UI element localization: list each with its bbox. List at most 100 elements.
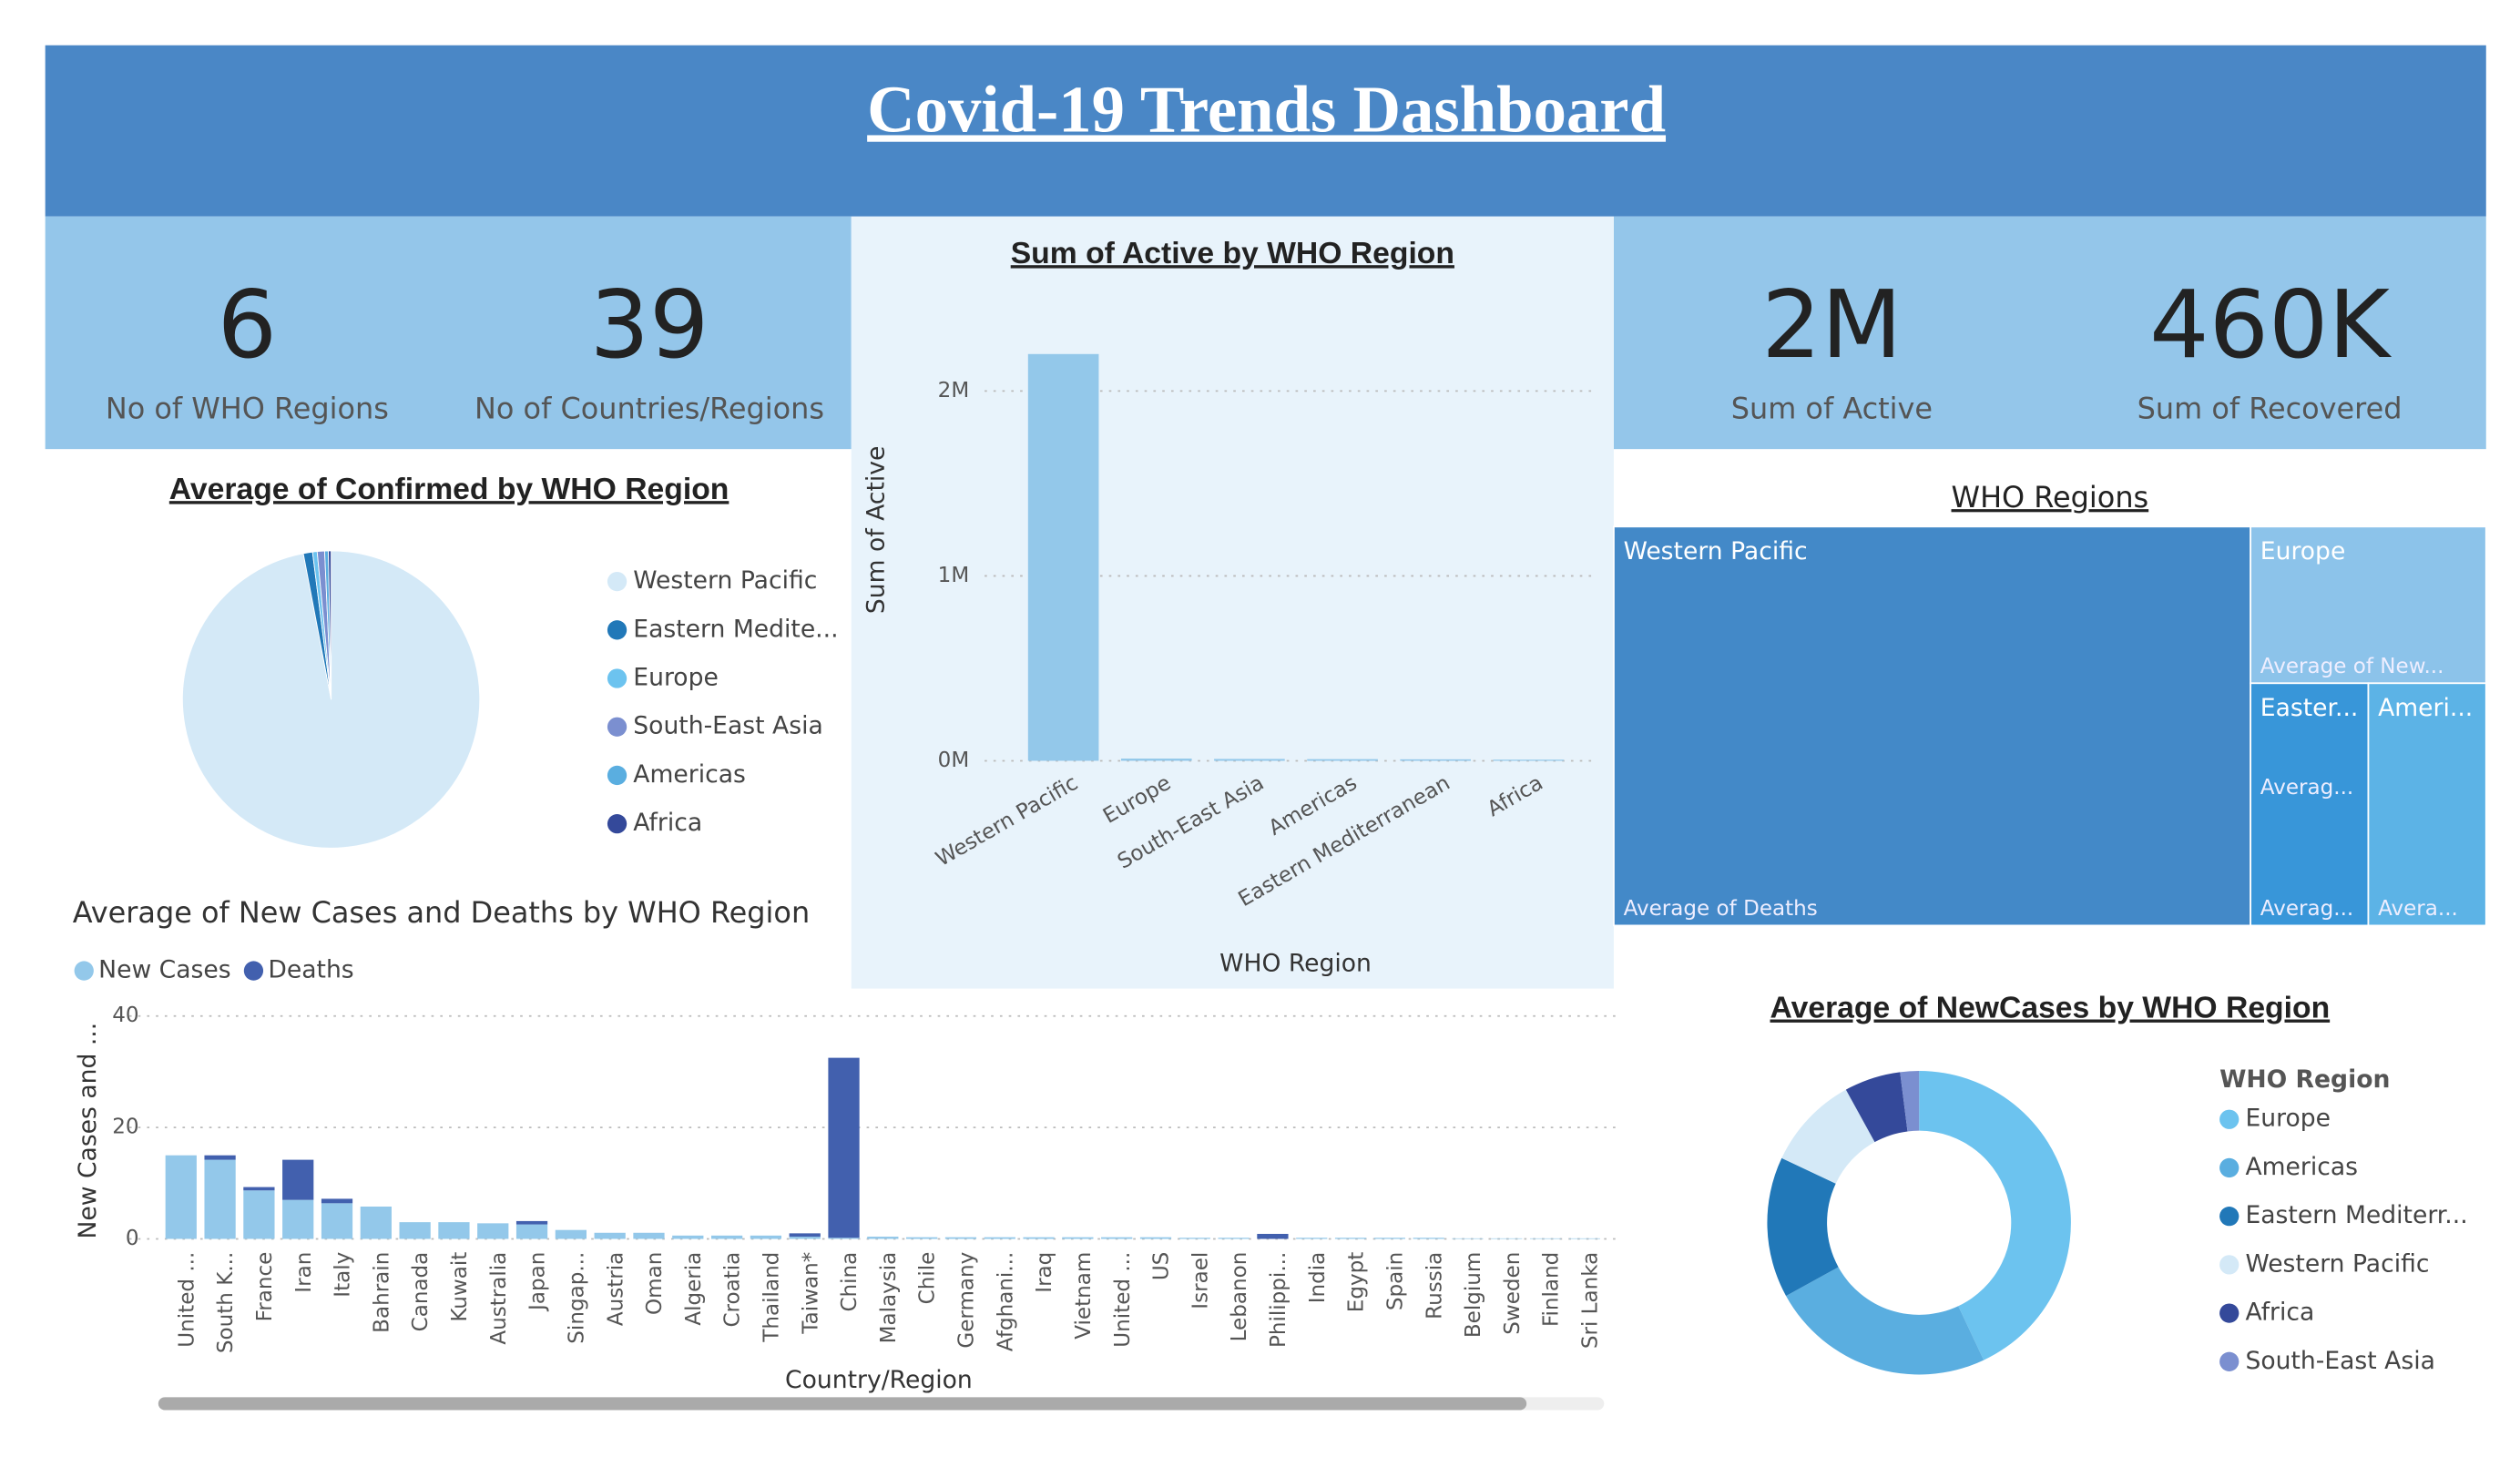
y-tick-label: 1M <box>938 564 970 587</box>
x-tick-label: Germany <box>955 1252 979 1349</box>
x-tick-label: Malaysia <box>877 1252 901 1344</box>
tile-sublabel: Avera... <box>2378 897 2458 921</box>
legend-label: Eastern Medite... <box>633 615 838 643</box>
legend-label: Western Pacific <box>2245 1249 2429 1278</box>
bar <box>1400 759 1471 761</box>
bar-segment <box>243 1190 275 1239</box>
legend-label: Europe <box>2245 1105 2331 1133</box>
bar-segment <box>204 1155 236 1160</box>
legend-label: South-East Asia <box>633 712 822 740</box>
x-tick-label: South K... <box>214 1252 238 1353</box>
x-tick-label: United ... <box>175 1252 199 1348</box>
kpi-panel <box>1613 216 2486 450</box>
bar <box>1214 759 1285 761</box>
slice <box>1919 1071 2071 1360</box>
bar <box>1493 759 1565 761</box>
x-tick-label: Japan <box>526 1252 550 1312</box>
bar-segment <box>1568 1238 1601 1239</box>
tile-label: Europe <box>2260 537 2346 565</box>
x-tick-label: Lebanon <box>1228 1252 1251 1342</box>
chart-title: Sum of Active by WHO Region <box>1011 236 1454 270</box>
x-tick-label: Croatia <box>721 1252 745 1328</box>
y-tick-label: 0M <box>938 749 970 772</box>
bar-segment <box>1101 1237 1133 1239</box>
legend-label: South-East Asia <box>2245 1347 2434 1375</box>
legend-title: WHO Region <box>2219 1065 2390 1094</box>
bar-segment <box>555 1229 587 1239</box>
legend-label: Deaths <box>268 956 353 984</box>
slice <box>1900 1071 1920 1132</box>
x-tick-label: Spain <box>1383 1252 1407 1310</box>
tile-label: Ameri... <box>2378 694 2473 722</box>
x-tick-label: Thailand <box>760 1252 784 1343</box>
x-tick-label: Iraq <box>1033 1252 1056 1293</box>
x-tick-label: India <box>1306 1252 1330 1304</box>
tile-sublabel: Average of New... <box>2260 655 2444 678</box>
x-tick-label: Egypt <box>1345 1252 1369 1313</box>
slice <box>1781 1089 1875 1184</box>
tile-sublabel: Averag... <box>2260 776 2353 800</box>
bar-segment <box>165 1155 197 1239</box>
y-tick-label: 40 <box>112 1004 138 1027</box>
bar-segment <box>1491 1238 1523 1239</box>
y-tick-label: 20 <box>112 1116 138 1139</box>
legend-label: Americas <box>2245 1153 2358 1181</box>
bar-segment <box>282 1199 314 1239</box>
x-tick-label: Israel <box>1189 1252 1212 1309</box>
scrollbar-thumb[interactable] <box>158 1397 1527 1411</box>
legend-label: New Cases <box>98 956 230 984</box>
legend-swatch <box>2219 1207 2239 1227</box>
legend-swatch <box>607 814 627 834</box>
legend-swatch <box>2219 1255 2239 1275</box>
bar-segment <box>672 1235 704 1239</box>
x-tick-label: Vietnam <box>1072 1252 1096 1340</box>
bar-segment <box>438 1222 470 1239</box>
x-tick-label: Singap... <box>565 1252 588 1344</box>
kpi-label: Sum of Recovered <box>2137 392 2403 426</box>
legend-label: Europe <box>633 664 719 692</box>
x-tick-label: Canada <box>409 1252 433 1332</box>
bar <box>1307 759 1378 761</box>
bar-segment <box>750 1235 782 1239</box>
legend-label: Western Pacific <box>633 566 817 595</box>
legend-swatch <box>2219 1351 2239 1371</box>
treemap-tile <box>2367 682 2487 927</box>
x-tick-label: Russia <box>1423 1252 1446 1319</box>
legend-swatch <box>607 571 627 592</box>
legend-swatch <box>607 717 627 737</box>
bar-segment <box>477 1223 509 1239</box>
kpi-label: Sum of Active <box>1731 392 1933 426</box>
x-tick-label: Algeria <box>682 1252 706 1326</box>
bar-segment <box>1452 1238 1484 1239</box>
bar-segment <box>204 1159 236 1239</box>
kpi-value: 39 <box>590 271 709 380</box>
x-tick-label: US <box>1150 1252 1174 1281</box>
legend-label: Africa <box>633 809 702 837</box>
chart-title: WHO Regions <box>1952 480 2149 515</box>
x-tick-label: China <box>838 1252 862 1312</box>
x-tick-label: Kuwait <box>448 1252 472 1322</box>
header-bar <box>45 45 2486 217</box>
legend-swatch <box>74 961 94 981</box>
x-tick-label: United ... <box>1111 1252 1135 1348</box>
x-tick-label: Afghani... <box>994 1252 1017 1351</box>
x-tick-label: Sweden <box>1501 1252 1525 1335</box>
kpi-panel <box>45 216 852 450</box>
y-axis-label: New Cases and ... <box>74 1023 102 1239</box>
legend-swatch <box>607 620 627 640</box>
x-tick-label: Finland <box>1540 1252 1564 1327</box>
y-axis-label: Sum of Active <box>862 446 891 614</box>
bar-segment <box>984 1237 1015 1239</box>
chart-title: Average of Confirmed by WHO Region <box>169 472 729 506</box>
x-tick-label: Oman <box>643 1252 667 1315</box>
x-tick-label: Sri Lanka <box>1578 1252 1602 1349</box>
bar-segment <box>282 1159 314 1200</box>
bar-segment <box>906 1237 938 1239</box>
x-tick-label: Philippi... <box>1267 1252 1291 1348</box>
bar-segment <box>944 1237 977 1239</box>
kpi-value: 460K <box>2149 271 2392 380</box>
treemap-tile <box>1613 525 2252 927</box>
x-tick-label: Taiwan* <box>799 1252 822 1335</box>
bar-segment <box>867 1237 899 1239</box>
bar-segment <box>633 1232 665 1239</box>
